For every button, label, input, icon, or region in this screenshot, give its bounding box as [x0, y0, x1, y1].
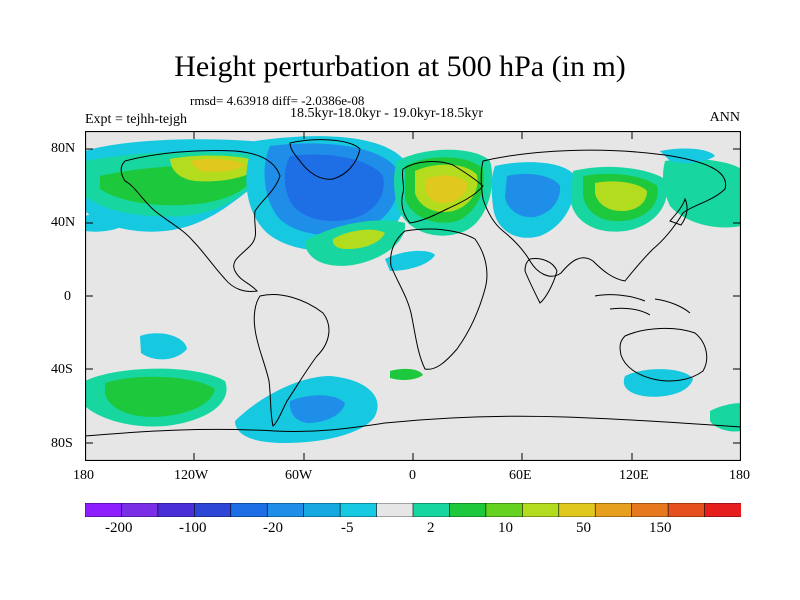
colorbar-swatch — [85, 503, 123, 517]
colorbar-swatch — [194, 503, 232, 517]
coast-greenland — [289, 139, 361, 180]
period-line: 18.5kyr-18.0kyr - 19.0kyr-18.5kyr — [290, 106, 484, 121]
coast-antarctica — [85, 415, 741, 437]
southern-indian-positive — [390, 368, 423, 380]
colorbar-swatch — [667, 503, 706, 517]
lat-tick-80n: 80N — [51, 141, 76, 156]
coast-asia — [480, 149, 727, 282]
colorbar — [85, 503, 741, 517]
coast-japan — [669, 197, 688, 226]
lat-tick-40n: 40N — [51, 215, 76, 230]
coast-north-america — [120, 149, 281, 292]
coast-maritime-continent — [594, 294, 691, 316]
colorbar-swatch — [121, 503, 159, 517]
south-atlantic-core — [289, 395, 345, 423]
lat-tick-40s: 40S — [51, 362, 73, 377]
colorbar-swatch — [485, 503, 524, 517]
colorbar-svg — [85, 503, 741, 517]
lat-tick-80s: 80S — [51, 436, 73, 451]
colorbar-swatch — [230, 503, 269, 517]
southern-pacific-east-negative — [623, 369, 693, 397]
coast-australia — [619, 327, 708, 382]
map-panel — [85, 131, 741, 461]
colorbar-swatch — [522, 503, 560, 517]
south-pacific-green — [105, 376, 215, 417]
antarctic-positive — [710, 403, 741, 432]
colorbar-label-neg5: -5 — [341, 520, 354, 536]
coast-europe — [401, 161, 484, 224]
colorbar-label-50: 50 — [576, 520, 591, 536]
coastlines — [85, 139, 741, 437]
subtropical-atlantic-yellow — [332, 229, 385, 249]
colorbar-swatch — [704, 503, 741, 517]
coast-south-america — [253, 294, 330, 427]
siberia-negative-core — [505, 173, 561, 218]
lon-tick-60w: 60W — [285, 468, 313, 483]
colorbar-swatch — [558, 503, 597, 517]
colorbar-label-neg200: -200 — [105, 520, 133, 536]
subtropical-atlantic-negative — [385, 250, 435, 271]
colorbar-label-neg100: -100 — [179, 520, 207, 536]
colorbar-swatch — [376, 503, 414, 517]
coast-india — [524, 258, 558, 304]
contour-fills — [85, 136, 741, 443]
arctic-east-positive — [660, 148, 715, 164]
colorbar-label-10: 10 — [498, 520, 513, 536]
lon-tick-60e: 60E — [509, 468, 532, 483]
lon-tick-180w: 180 — [73, 468, 94, 483]
north-pacific-east-positive — [662, 158, 741, 228]
coast-africa — [390, 228, 488, 370]
tropical-pacific-negative — [140, 333, 187, 360]
west-pacific-negative — [85, 211, 130, 232]
colorbar-label-2: 2 — [427, 520, 435, 536]
colorbar-swatch — [412, 503, 451, 517]
lat-tick-0: 0 — [64, 289, 71, 304]
europe-core — [425, 175, 468, 204]
colorbar-swatch — [594, 503, 633, 517]
tick-marks — [85, 131, 741, 461]
season-label: ANN — [709, 110, 740, 125]
expt-label: Expt = tejhh-tejgh — [85, 112, 187, 127]
lon-tick-0: 0 — [409, 468, 416, 483]
plot-title: Height perturbation at 500 hPa (in m) — [174, 50, 626, 83]
stats-line: rmsd= 4.63918 diff= -2.0386e-08 — [190, 93, 365, 108]
colorbar-label-neg20: -20 — [263, 520, 283, 536]
colorbar-swatch — [303, 503, 341, 517]
colorbar-swatch — [449, 503, 487, 517]
east-asia-core — [595, 181, 647, 211]
lon-tick-120e: 120E — [619, 468, 649, 483]
alaska-core — [190, 158, 245, 172]
colorbar-swatch — [266, 503, 305, 517]
lon-tick-120w: 120W — [174, 468, 209, 483]
colorbar-label-150: 150 — [649, 520, 672, 536]
colorbar-swatch — [339, 503, 378, 517]
lon-tick-180e: 180 — [729, 468, 750, 483]
colorbar-swatch — [631, 503, 669, 517]
colorbar-swatch — [157, 503, 196, 517]
map-svg — [85, 131, 741, 461]
